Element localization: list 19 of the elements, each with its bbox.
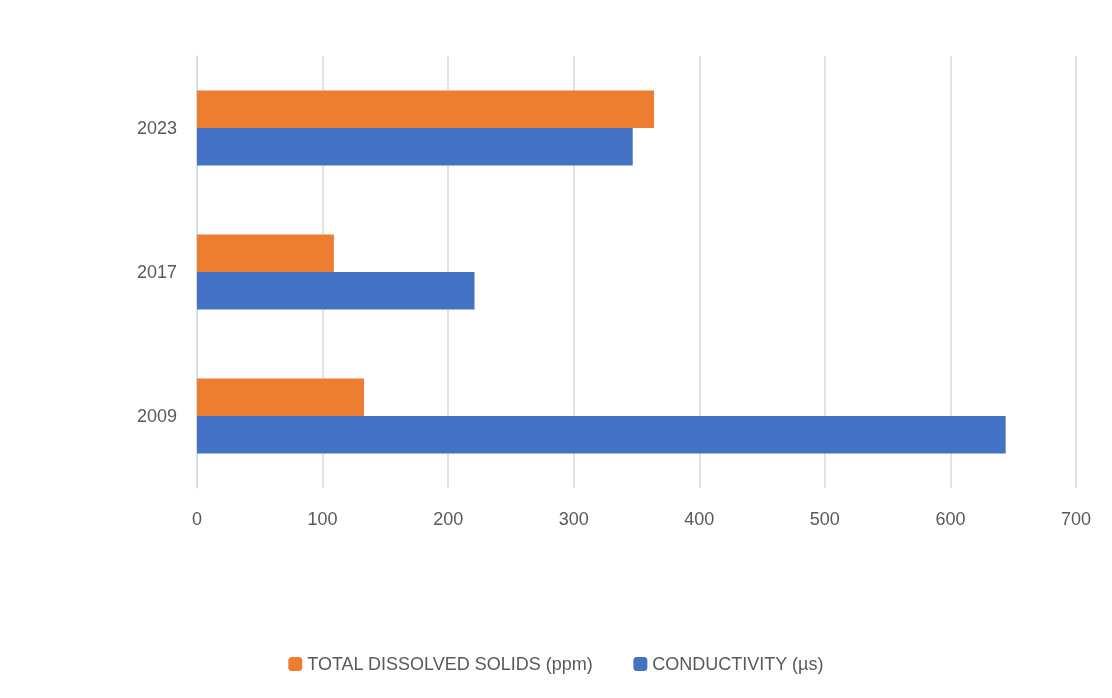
x-tick-label: 100 xyxy=(307,509,338,529)
x-tick-label: 200 xyxy=(433,509,464,529)
bar xyxy=(197,234,334,272)
x-tick-label: 700 xyxy=(1060,509,1092,529)
y-tick-label: 2023 xyxy=(136,118,177,138)
x-tick-label: 300 xyxy=(558,509,589,529)
bar xyxy=(197,272,475,310)
legend-label: CONDUCTIVITY (µs) xyxy=(652,654,824,674)
y-tick-label: 2009 xyxy=(136,406,177,426)
x-tick-label: 500 xyxy=(809,509,840,529)
bar xyxy=(197,90,655,128)
x-tick-label: 0 xyxy=(191,509,203,529)
bar xyxy=(197,128,633,166)
x-tick-label: 400 xyxy=(684,509,715,529)
x-tick-label: 600 xyxy=(935,509,966,529)
bar xyxy=(197,378,365,416)
bar xyxy=(197,416,1006,454)
y-tick-label: 2017 xyxy=(136,262,177,282)
legend-label: TOTAL DISSOLVED SOLIDS (ppm) xyxy=(307,654,593,674)
